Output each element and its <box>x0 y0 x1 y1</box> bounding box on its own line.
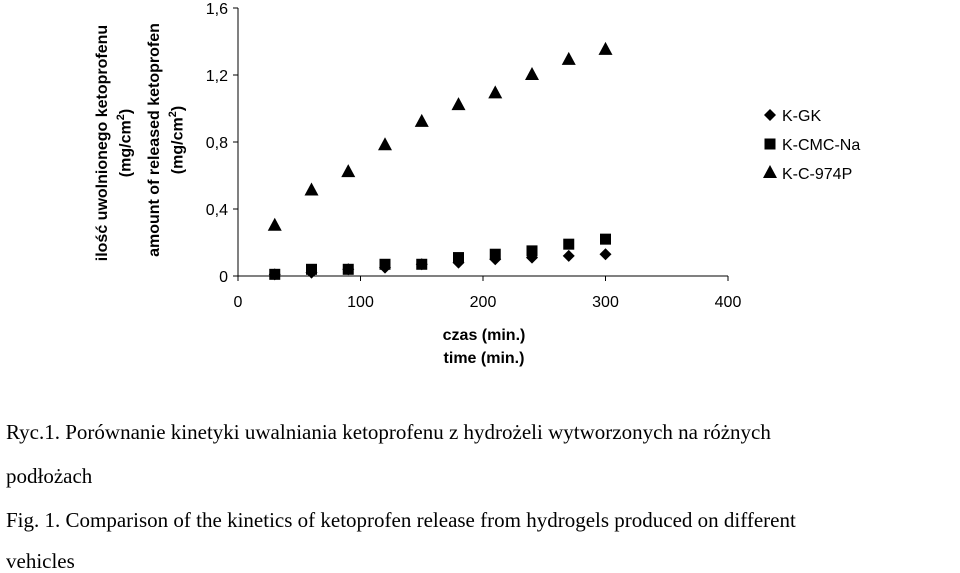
data-point-triangle <box>341 164 356 178</box>
data-point-square <box>342 263 354 275</box>
data-point-diamond <box>562 249 575 262</box>
data-point-square <box>306 263 317 275</box>
data-point-triangle <box>598 41 613 55</box>
y-tick-label: 0,4 <box>206 202 228 219</box>
x-axis-label-polish: czas (min.) <box>442 327 526 344</box>
legend-label: K-GK <box>782 108 821 125</box>
caption-english-line2: vehicles <box>6 549 75 573</box>
legend-marker-square <box>764 138 776 150</box>
data-point-triangle <box>561 51 576 65</box>
axes: 0 0,4 0,8 1,2 1,6 0 100 200 300 400 <box>206 1 742 311</box>
y-tick-label: 0 <box>219 269 228 286</box>
caption-english-line1: Fig. 1. Comparison of the kinetics of ke… <box>6 508 796 532</box>
data-point-square <box>489 248 501 260</box>
data-point-square <box>269 268 281 280</box>
data-point-triangle <box>304 182 319 196</box>
data-point-triangle <box>488 85 503 99</box>
x-tick-label: 0 <box>234 294 243 311</box>
data-point-square <box>526 245 538 257</box>
x-tick-label: 300 <box>592 294 619 311</box>
data-point-square <box>453 252 464 264</box>
legend: K-GK K-CMC-Na K-C-974P <box>763 108 860 183</box>
data-point-triangle <box>414 113 429 127</box>
legend-label: K-CMC-Na <box>782 137 860 154</box>
legend-marker-diamond <box>764 109 776 121</box>
data-point-triangle <box>378 137 392 151</box>
y-tick-label: 0,8 <box>206 135 228 152</box>
scatter-plot: 00,40,81,21,60 100 200 300 400 K-GKK-CMC-NaK… <box>206 1 861 311</box>
x-axis-label-english: time (min.) <box>443 350 525 367</box>
y-tick-label: 1,2 <box>206 68 228 85</box>
x-tick-label: 400 <box>715 294 742 311</box>
data-point-diamond <box>526 251 538 264</box>
data-point-square <box>416 258 428 270</box>
data-point-square <box>379 258 391 270</box>
data-point-triangle <box>525 66 539 80</box>
data-point-triangle <box>267 217 282 231</box>
data-point-square <box>563 238 575 250</box>
data-point-triangle <box>451 97 466 111</box>
caption-polish-line2: podłożach <box>6 464 93 488</box>
y-tick-label: 1,6 <box>206 1 228 18</box>
legend-marker-triangle <box>763 164 777 178</box>
caption-polish-line1: Ryc.1. Porównanie kinetyki uwalniania ke… <box>6 420 771 444</box>
legend-label: K-C-974P <box>782 166 852 183</box>
data-point-diamond <box>599 248 612 261</box>
data-marks <box>267 41 613 281</box>
data-point-square <box>600 233 611 245</box>
x-tick-label: 200 <box>470 294 497 311</box>
x-tick-label: 100 <box>347 294 374 311</box>
